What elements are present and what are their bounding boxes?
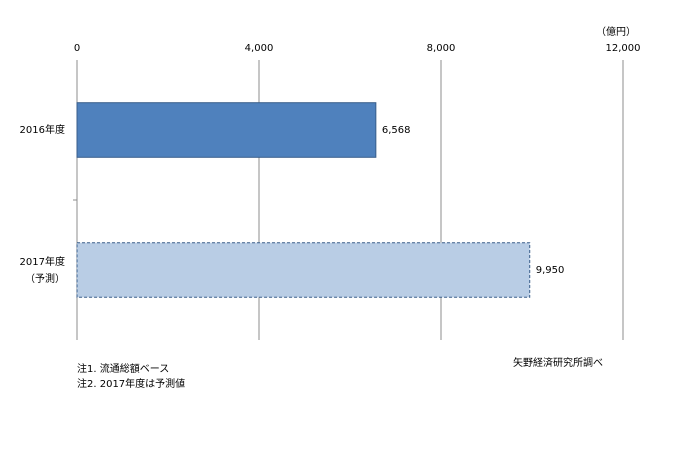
x-tick-label: 0 — [74, 43, 80, 54]
x-tick-label: 12,000 — [606, 43, 641, 54]
unit-label: （億円） — [596, 25, 636, 38]
y-tick-label: 2016年度 — [20, 123, 65, 136]
note: 注2. 2017年度は予測値 — [77, 377, 185, 390]
bar — [76, 242, 531, 298]
x-tick-label: 8,000 — [427, 43, 456, 54]
y-tick-sublabel: （予測） — [25, 272, 65, 285]
y-tick-label: 2017年度 — [20, 255, 65, 268]
bar — [76, 102, 377, 158]
value-label: 6,568 — [382, 125, 411, 136]
source: 矢野経済研究所調べ — [513, 356, 603, 369]
value-label: 9,950 — [536, 265, 565, 276]
x-tick-label: 4,000 — [245, 43, 274, 54]
note: 注1. 流通総額ベース — [77, 362, 169, 375]
